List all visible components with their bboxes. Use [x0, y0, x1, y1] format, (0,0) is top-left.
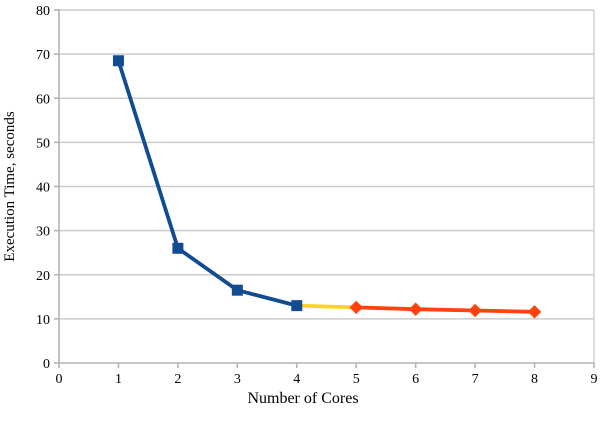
x-tick-label: 3	[234, 372, 241, 387]
y-tick-label: 10	[36, 313, 50, 328]
data-point-square	[231, 284, 243, 296]
series-line-physical-cores-segment	[116, 58, 299, 308]
x-tick-label: 8	[531, 372, 538, 387]
data-point-diamond	[408, 302, 423, 316]
series-line-hyperthreaded-cores-segment	[354, 305, 537, 314]
x-axis-title: Number of Cores	[247, 390, 359, 407]
x-tick-label: 4	[293, 372, 300, 387]
data-point-diamond	[527, 305, 542, 319]
data-point-diamond	[468, 303, 482, 318]
x-tick-label: 9	[591, 372, 598, 387]
y-axis-title: Execution Time, seconds	[2, 111, 18, 262]
y-tick-label: 40	[36, 181, 50, 196]
data-point-diamond	[349, 300, 363, 315]
y-tick-label: 50	[36, 136, 50, 151]
y-tick-label: 30	[36, 225, 50, 240]
y-tick-label: 80	[36, 4, 50, 19]
data-point-square	[112, 55, 124, 67]
y-tick-label: 70	[36, 48, 50, 63]
x-tick-label: 2	[174, 372, 181, 387]
x-tick-label: 5	[353, 372, 360, 387]
series-line-connector-segment	[294, 303, 359, 310]
data-point-square	[291, 300, 303, 312]
x-tick-label: 1	[115, 372, 122, 387]
y-tick-label: 20	[36, 269, 50, 284]
x-tick-label: 7	[472, 372, 479, 387]
data-point-square	[172, 242, 184, 254]
y-tick-label: 60	[36, 92, 50, 107]
x-tick-label: 0	[56, 372, 63, 387]
x-tick-label: 6	[412, 372, 419, 387]
y-tick-label: 0	[43, 357, 50, 372]
